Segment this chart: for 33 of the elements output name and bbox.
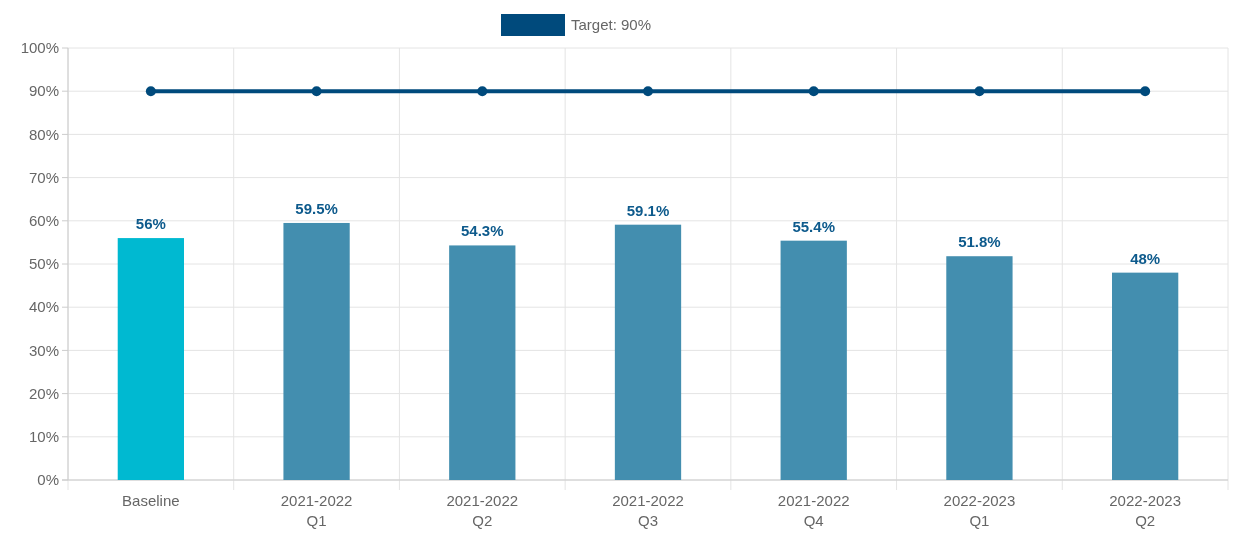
bar — [283, 222, 350, 480]
y-tick-label: 10% — [28, 428, 59, 446]
x-tick-label: Baseline — [122, 492, 180, 509]
y-tick-label: 60% — [28, 212, 59, 230]
bar — [449, 245, 516, 480]
data-label: 54.3% — [461, 222, 504, 240]
data-label: 51.8% — [958, 233, 1001, 251]
y-tick-label: 40% — [28, 298, 59, 316]
x-tick-label: 2021-2022 Q3 — [612, 492, 684, 529]
x-tick-label: 2021-2022 Q4 — [777, 492, 850, 529]
y-tick-label: 80% — [28, 125, 59, 143]
x-tick-label: 2021-2022 Q1 — [280, 492, 353, 529]
y-tick-label: 70% — [28, 168, 59, 186]
bar — [117, 238, 184, 480]
legend-label: Target: 90% — [571, 16, 652, 33]
x-tick-label: 2021-2022 Q2 — [446, 492, 519, 529]
y-tick-label: 20% — [28, 384, 59, 402]
data-label: 55.4% — [792, 217, 835, 235]
y-tick-label: 30% — [28, 341, 59, 359]
data-label: 56% — [135, 215, 166, 233]
bar — [780, 240, 847, 480]
data-label: 48% — [1130, 249, 1161, 267]
y-tick-label: 90% — [28, 82, 59, 100]
data-label: 59.1% — [626, 201, 670, 219]
y-tick-label: 0% — [37, 471, 59, 489]
x-tick-label: 2022-2023 Q1 — [943, 492, 1016, 529]
bar — [946, 256, 1013, 480]
y-tick-label: 100% — [20, 39, 59, 57]
bar — [614, 224, 682, 480]
y-tick-label: 50% — [28, 255, 59, 273]
x-tick-label: 2022-2023 Q2 — [1109, 492, 1182, 529]
bar — [1112, 272, 1179, 480]
data-label: 59.5% — [295, 199, 338, 217]
